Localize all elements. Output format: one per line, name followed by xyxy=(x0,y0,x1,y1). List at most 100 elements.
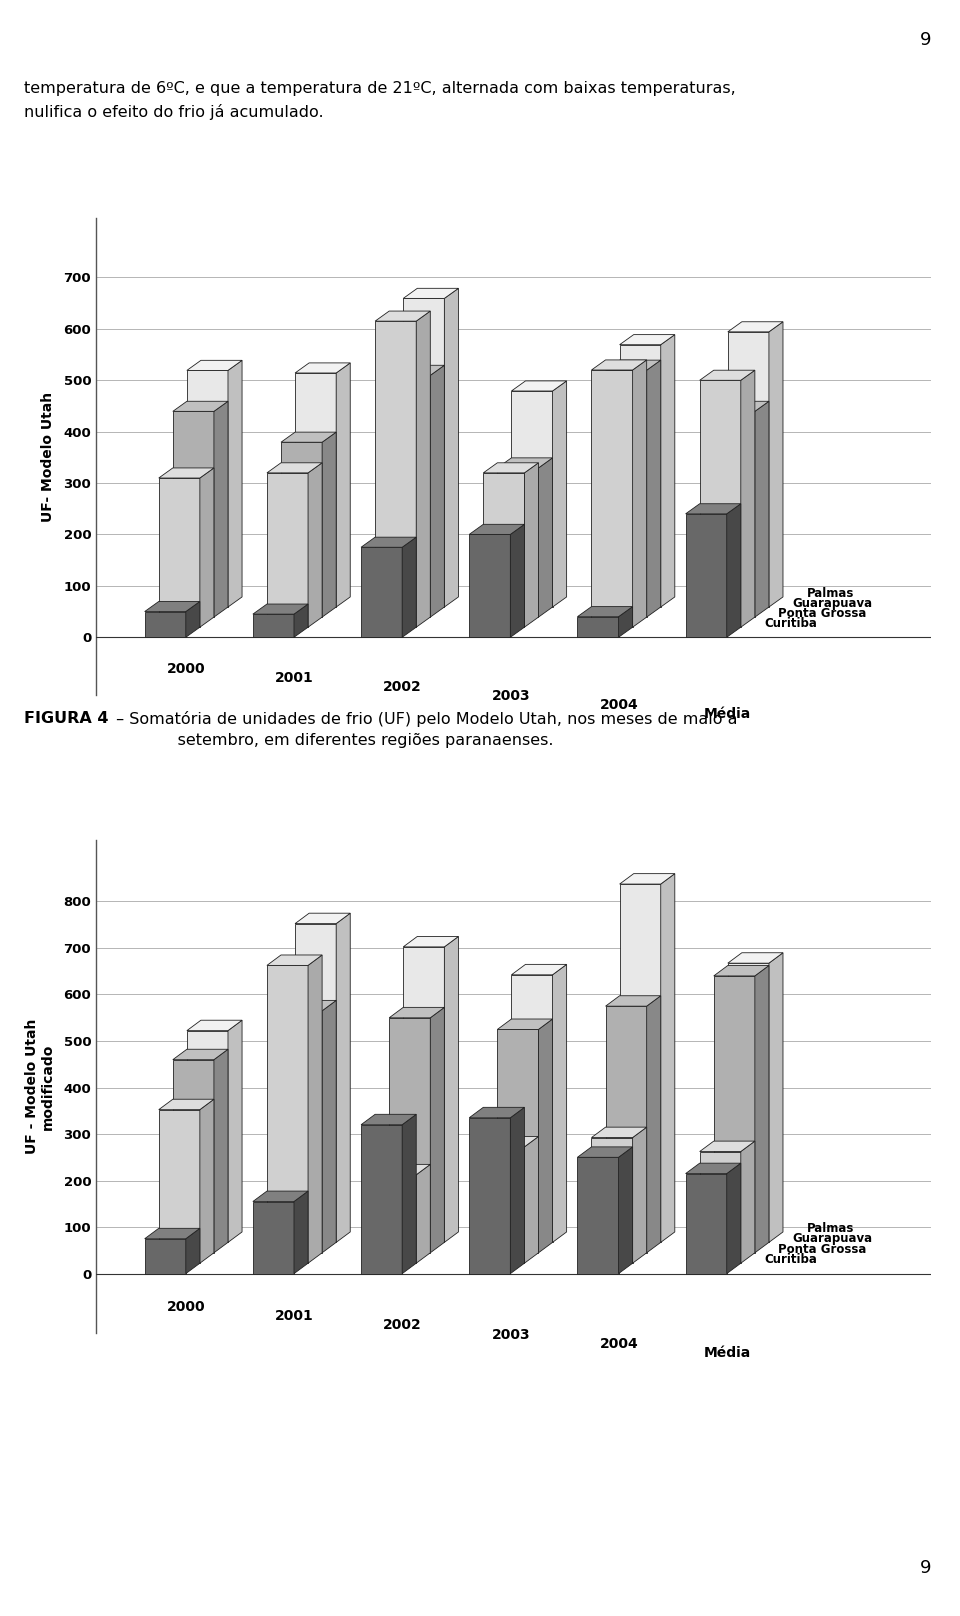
Polygon shape xyxy=(591,360,647,370)
Polygon shape xyxy=(186,1228,200,1273)
Polygon shape xyxy=(512,965,566,974)
Polygon shape xyxy=(741,1141,755,1264)
Bar xyxy=(158,1110,200,1264)
Y-axis label: UF - Modelo Utah
modificado: UF - Modelo Utah modificado xyxy=(25,1020,55,1154)
Text: temperatura de 6ºC, e que a temperatura de 21ºC, alternada com baixas temperatur: temperatura de 6ºC, e que a temperatura … xyxy=(24,81,735,120)
Bar xyxy=(700,1152,741,1264)
Polygon shape xyxy=(647,360,660,617)
Polygon shape xyxy=(187,360,242,370)
Polygon shape xyxy=(483,1136,539,1147)
Bar xyxy=(403,947,444,1243)
Text: 9: 9 xyxy=(920,1558,931,1577)
Bar xyxy=(145,611,186,637)
Bar xyxy=(591,370,633,627)
Bar xyxy=(619,344,660,608)
Polygon shape xyxy=(469,1107,524,1118)
Bar xyxy=(512,391,553,608)
Bar xyxy=(512,974,553,1243)
Polygon shape xyxy=(755,401,769,617)
Polygon shape xyxy=(619,335,675,344)
Polygon shape xyxy=(267,955,323,965)
Bar xyxy=(158,478,200,627)
Bar xyxy=(173,412,214,617)
Polygon shape xyxy=(158,1099,214,1110)
Polygon shape xyxy=(403,936,459,947)
Polygon shape xyxy=(417,310,430,627)
Polygon shape xyxy=(728,322,783,331)
Text: 2004: 2004 xyxy=(600,1336,638,1351)
Polygon shape xyxy=(228,1020,242,1243)
Polygon shape xyxy=(633,360,647,627)
Polygon shape xyxy=(727,1164,741,1273)
Text: FIGURA 4: FIGURA 4 xyxy=(24,711,108,726)
Polygon shape xyxy=(173,1049,228,1060)
Bar xyxy=(281,1012,323,1252)
Text: 2003: 2003 xyxy=(492,1328,530,1341)
Polygon shape xyxy=(700,1141,755,1152)
Polygon shape xyxy=(389,1007,444,1018)
Polygon shape xyxy=(186,601,200,637)
Y-axis label: UF- Modelo Utah: UF- Modelo Utah xyxy=(41,391,55,522)
Text: Palmas: Palmas xyxy=(806,587,854,600)
Polygon shape xyxy=(591,1126,647,1138)
Polygon shape xyxy=(647,995,660,1252)
Bar xyxy=(700,380,741,627)
Polygon shape xyxy=(336,913,350,1243)
Polygon shape xyxy=(769,953,783,1243)
Bar xyxy=(469,535,511,637)
Bar xyxy=(145,1239,186,1273)
Polygon shape xyxy=(483,462,539,473)
Bar xyxy=(685,514,727,637)
Bar xyxy=(252,1202,294,1273)
Polygon shape xyxy=(511,1107,524,1273)
Polygon shape xyxy=(361,1115,417,1125)
Bar xyxy=(619,884,660,1243)
Text: Palmas: Palmas xyxy=(806,1222,854,1235)
Polygon shape xyxy=(577,606,633,617)
Text: – Somatória de unidades de frio (UF) pelo Modelo Utah, nos meses de maio a
     : – Somatória de unidades de frio (UF) pel… xyxy=(110,711,737,748)
Bar xyxy=(187,1031,228,1243)
Polygon shape xyxy=(553,965,566,1243)
Bar xyxy=(281,443,323,617)
Polygon shape xyxy=(187,1020,242,1031)
Polygon shape xyxy=(389,365,444,375)
Polygon shape xyxy=(294,604,308,637)
Bar xyxy=(713,976,755,1252)
Text: Guarapuava: Guarapuava xyxy=(793,596,873,609)
Bar xyxy=(361,548,402,637)
Bar xyxy=(685,1173,727,1273)
Polygon shape xyxy=(618,606,633,637)
Bar xyxy=(497,1029,539,1252)
Polygon shape xyxy=(430,365,444,617)
Bar xyxy=(577,1157,618,1273)
Polygon shape xyxy=(200,1099,214,1264)
Polygon shape xyxy=(375,1165,430,1175)
Polygon shape xyxy=(430,1007,444,1252)
Text: Curitiba: Curitiba xyxy=(764,617,817,630)
Polygon shape xyxy=(252,604,308,614)
Polygon shape xyxy=(361,537,417,548)
Polygon shape xyxy=(713,965,769,976)
Bar xyxy=(389,1018,430,1252)
Polygon shape xyxy=(727,504,741,637)
Polygon shape xyxy=(728,953,783,963)
Polygon shape xyxy=(336,364,350,608)
Polygon shape xyxy=(512,381,566,391)
Polygon shape xyxy=(323,1000,336,1252)
Bar xyxy=(389,375,430,617)
Polygon shape xyxy=(618,1147,633,1273)
Bar xyxy=(173,1060,214,1252)
Polygon shape xyxy=(323,431,336,617)
Polygon shape xyxy=(511,524,524,637)
Bar xyxy=(728,331,769,608)
Polygon shape xyxy=(700,370,755,380)
Polygon shape xyxy=(553,381,566,608)
Polygon shape xyxy=(200,469,214,627)
Polygon shape xyxy=(375,310,430,322)
Polygon shape xyxy=(214,1049,228,1252)
Text: 2001: 2001 xyxy=(276,1309,314,1324)
Text: Ponta Grossa: Ponta Grossa xyxy=(779,1243,867,1256)
Bar xyxy=(267,473,308,627)
Polygon shape xyxy=(497,457,553,469)
Polygon shape xyxy=(308,462,323,627)
